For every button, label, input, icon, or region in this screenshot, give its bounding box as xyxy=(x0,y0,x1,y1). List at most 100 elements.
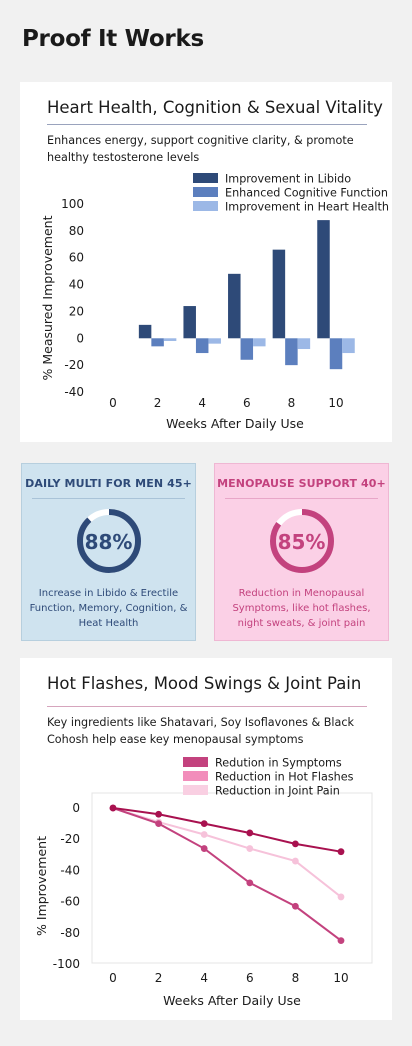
plot-frame xyxy=(91,792,373,964)
ring-fill xyxy=(270,509,334,573)
bar xyxy=(297,338,311,350)
legend-label: Reduction in Joint Pain xyxy=(215,785,340,798)
x-tick-label: 2 xyxy=(155,971,163,985)
y-tick-label: 60 xyxy=(69,251,84,265)
legend-label: Improvement in Heart Health xyxy=(225,201,389,214)
title-divider xyxy=(47,124,367,125)
data-point xyxy=(109,804,117,812)
y-tick-label: -40 xyxy=(60,863,80,877)
bar xyxy=(183,306,196,339)
stat-divider xyxy=(225,498,378,499)
card-title: Hot Flashes, Mood Swings & Joint Pain xyxy=(47,674,362,693)
stat-description: Reduction in Menopausal Symptoms, like h… xyxy=(232,588,371,629)
x-tick-label: 10 xyxy=(328,396,343,410)
progress-ring xyxy=(270,509,334,573)
legend-label: Reduction in Hot Flashes xyxy=(215,771,354,784)
stat-description: Increase in Libido & Erectile Function, … xyxy=(29,588,188,629)
y-tick-label: -60 xyxy=(60,895,80,909)
y-tick-label: 80 xyxy=(69,224,84,238)
y-axis-label: % Improvement xyxy=(34,836,49,936)
progress-ring xyxy=(77,509,141,573)
data-point xyxy=(292,902,299,910)
bar xyxy=(208,338,221,344)
y-tick-label: 40 xyxy=(69,278,84,292)
bar xyxy=(228,273,241,339)
x-tick-label: 0 xyxy=(109,971,117,985)
bar xyxy=(253,338,266,347)
legend-swatch xyxy=(193,173,218,183)
stat-box-men: DAILY MULTI FOR MEN 45+ 88% Increase in … xyxy=(21,463,196,641)
legend-swatch xyxy=(193,201,218,211)
card-subtitle: Key ingredients like Shatavari, Soy Isof… xyxy=(47,716,355,746)
line-chart-card: Hot Flashes, Mood Swings & Joint Pain Ke… xyxy=(20,658,392,1020)
bar xyxy=(240,338,254,360)
data-point xyxy=(337,893,345,901)
x-tick-label: 4 xyxy=(198,396,206,410)
data-point xyxy=(200,845,208,852)
y-tick-label: 0 xyxy=(72,801,80,815)
stat-title: MENOPAUSE SUPPORT 40+ xyxy=(217,477,386,490)
y-tick-label: -100 xyxy=(53,957,80,971)
x-axis-label: Weeks After Daily Use xyxy=(166,416,304,431)
data-point xyxy=(200,831,208,838)
y-tick-label: -20 xyxy=(64,358,84,372)
y-tick-label: -80 xyxy=(60,926,80,940)
y-tick-label: 100 xyxy=(61,197,84,211)
x-tick-label: 10 xyxy=(333,971,348,985)
bar xyxy=(151,338,164,347)
stat-divider xyxy=(32,498,185,499)
card-title: Heart Health, Cognition & Sexual Vitalit… xyxy=(47,98,383,117)
bar xyxy=(342,338,355,354)
title-divider xyxy=(47,706,367,707)
bar xyxy=(195,338,209,354)
legend-swatch xyxy=(193,187,218,197)
x-tick-label: 4 xyxy=(200,971,208,985)
stat-value: 85% xyxy=(277,530,326,554)
line-chart: 0 -20 -40 -60 -80 -100 0 2 4 6 8 10 Weeks After Dail… xyxy=(34,757,373,1008)
data-point xyxy=(200,820,208,827)
x-tick-label: 0 xyxy=(109,396,117,410)
series-line xyxy=(112,807,342,898)
bar xyxy=(163,338,177,341)
bar xyxy=(317,220,330,339)
data-point xyxy=(292,840,299,848)
page-title: Proof It Works xyxy=(22,26,204,52)
x-tick-label: 8 xyxy=(288,396,296,410)
data-point xyxy=(246,845,254,852)
legend-label: Improvement in Libido xyxy=(225,173,351,186)
bar-chart: 100 80 60 40 20 0 -20 -40 0 2 4 6 8 10 Weeks After Dai… xyxy=(40,173,389,432)
x-axis-label: Weeks After Daily Use xyxy=(163,993,301,1008)
stat-box-menopause: MENOPAUSE SUPPORT 40+ 85% Reduction in M… xyxy=(214,463,389,641)
card-subtitle: Enhances energy, support cognitive clari… xyxy=(47,134,354,164)
bar-chart-card: Heart Health, Cognition & Sexual Vitalit… xyxy=(20,82,392,442)
legend-swatch xyxy=(183,785,208,795)
legend-label: Enhanced Cognitive Function xyxy=(225,187,388,200)
stat-title: DAILY MULTI FOR MEN 45+ xyxy=(25,477,192,490)
series-line xyxy=(112,807,342,942)
data-point xyxy=(155,820,163,827)
data-point xyxy=(337,848,345,856)
x-tick-label: 8 xyxy=(292,971,300,985)
data-point xyxy=(155,810,163,818)
x-tick-label: 2 xyxy=(154,396,162,410)
data-point xyxy=(246,829,254,837)
x-tick-label: 6 xyxy=(243,396,251,410)
data-point xyxy=(337,937,345,944)
legend-swatch xyxy=(183,757,208,767)
bar xyxy=(138,324,152,339)
bar xyxy=(285,338,298,366)
y-tick-label: -40 xyxy=(64,385,84,399)
ring-fill xyxy=(77,509,141,573)
legend-label: Redution in Symptoms xyxy=(215,757,342,770)
y-tick-label: 0 xyxy=(76,331,84,345)
bar xyxy=(272,249,286,339)
x-tick-label: 6 xyxy=(246,971,254,985)
y-tick-label: -20 xyxy=(60,832,80,846)
y-tick-label: 20 xyxy=(69,304,84,318)
stat-value: 88% xyxy=(84,530,133,554)
legend-swatch xyxy=(183,771,208,781)
bar xyxy=(329,338,343,370)
data-point xyxy=(292,857,299,865)
series-line xyxy=(112,807,342,853)
y-axis-label: % Measured Improvement xyxy=(40,215,55,380)
